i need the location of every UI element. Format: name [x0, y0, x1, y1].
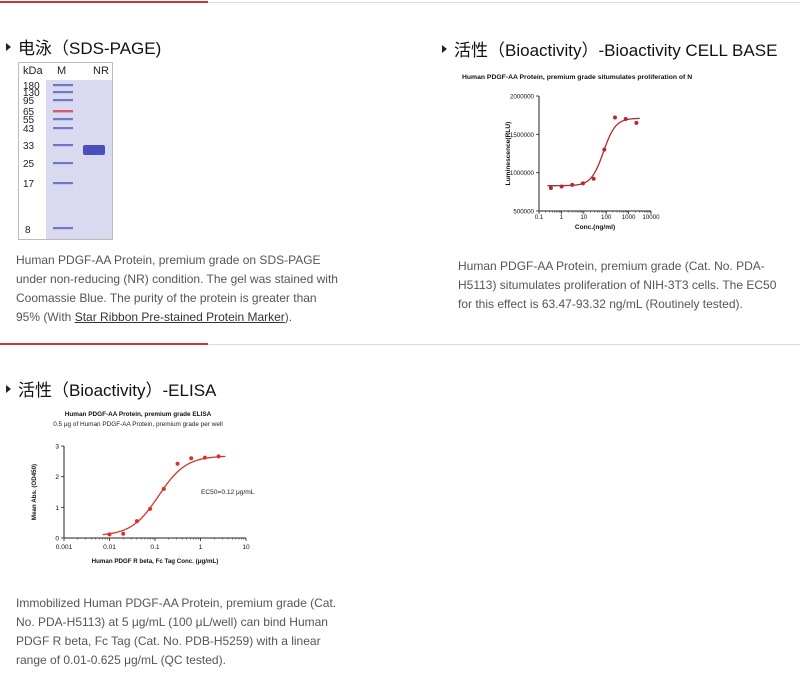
x-tick-label: 0.1 — [150, 544, 159, 551]
data-point — [121, 531, 126, 536]
ladder-band — [53, 84, 73, 87]
x-tick-label: 1000 — [622, 214, 636, 221]
data-point — [559, 184, 564, 189]
data-point — [634, 120, 639, 125]
triangle-bullet-icon — [6, 385, 11, 393]
middle-divider — [0, 343, 800, 345]
chart-title: Human PDGF-AA Protein, premium grade ELI… — [65, 411, 212, 418]
gel-marker-label: 33 — [23, 141, 35, 152]
ladder-band — [53, 110, 73, 113]
data-point — [107, 532, 112, 537]
elisa-description: Immobilized Human PDGF-AA Protein, premi… — [16, 596, 337, 667]
fit-curve — [547, 117, 640, 187]
data-point — [161, 486, 166, 491]
gel-marker-label: 25 — [23, 159, 35, 170]
gel-header-m: M — [57, 65, 66, 77]
data-point — [189, 456, 194, 461]
gel-ladder-lane — [53, 84, 73, 230]
y-tick-label: 0 — [55, 536, 59, 543]
x-axis-label: Human PDGF R beta, Fc Tag Conc. (μg/mL) — [92, 558, 219, 565]
middle-divider-accent — [0, 343, 208, 345]
ladder-band — [53, 118, 73, 121]
y-tick-label: 1000000 — [510, 170, 535, 177]
ladder-band — [53, 127, 73, 130]
data-point — [612, 115, 617, 120]
triangle-bullet-icon — [6, 43, 11, 51]
ladder-band — [53, 162, 73, 165]
cell-base-title: 活性（Bioactivity）-Bioactivity CELL BASE — [442, 36, 777, 61]
x-tick-label: 0.1 — [535, 214, 544, 221]
gel-header-nr: NR — [93, 65, 109, 77]
gel-marker-label: 180 — [23, 81, 40, 92]
y-axis-label: Mean Abs. (OD450) — [31, 464, 38, 520]
gel-marker-label: 43 — [23, 124, 35, 135]
data-point — [175, 461, 180, 466]
x-tick-label: 10 — [580, 214, 587, 221]
x-tick-label: 100 — [601, 214, 612, 221]
data-point — [548, 186, 553, 190]
gel-marker-label: 17 — [23, 179, 35, 190]
sds-page-gel-image: kDa M NR 180 130 95 65 55 43 33 25 17 8 — [18, 62, 113, 240]
top-divider-accent — [0, 1, 208, 3]
elisa-chart: Human PDGF-AA Protein, premium grade ELI… — [31, 411, 255, 565]
gel-header-kda: kDa — [23, 65, 43, 77]
cell-base-description: Human PDGF-AA Protein, premium grade (Ca… — [458, 259, 777, 311]
data-point — [570, 182, 575, 187]
gel-marker-label: 8 — [25, 225, 31, 236]
elisa-title: 活性（Bioactivity）-ELISA — [6, 376, 216, 401]
gel-marker-label: 55 — [23, 115, 35, 126]
y-tick-label: 2 — [55, 474, 59, 481]
x-tick-label: 10000 — [642, 214, 660, 221]
x-tick-label: 0.001 — [56, 544, 73, 551]
x-tick-label: 1 — [199, 544, 203, 551]
x-tick-label: 10 — [242, 544, 250, 551]
data-point — [602, 147, 607, 152]
y-tick-label: 1500000 — [510, 132, 535, 139]
ladder-band — [53, 99, 73, 102]
gel-marker-label: 95 — [23, 96, 35, 107]
data-point — [580, 181, 585, 186]
x-axis-label: Conc.(ng/ml) — [575, 224, 615, 231]
gel-sample-band-nr — [83, 145, 105, 155]
chart-title: Human PDGF-AA Protein, premium grade sit… — [462, 74, 692, 81]
y-tick-label: 500000 — [513, 209, 534, 216]
gel-marker-label: 130 — [23, 88, 40, 99]
top-divider — [0, 1, 800, 3]
y-axis-label: Luminescence(RLU) — [505, 122, 512, 186]
data-point — [623, 117, 628, 121]
ladder-band — [53, 227, 73, 230]
y-tick-label: 3 — [55, 444, 59, 451]
y-tick-label: 1 — [55, 505, 59, 512]
marker-product-link[interactable]: Star Ribbon Pre-stained Protein Marker — [74, 310, 285, 324]
x-tick-label: 1 — [560, 214, 564, 221]
x-tick-label: 0.01 — [103, 544, 116, 551]
gel-marker-label: 65 — [23, 107, 35, 118]
data-point — [134, 519, 139, 524]
triangle-bullet-icon — [442, 45, 447, 53]
y-tick-label: 2000000 — [510, 94, 535, 101]
cell-proliferation-chart: Human PDGF-AA Protein, premium grade sit… — [462, 74, 692, 231]
data-point — [202, 455, 207, 460]
chart-subtitle: 0.5 μg of Human PDGF-AA Protein, premium… — [53, 421, 223, 428]
data-point — [148, 506, 153, 511]
sds-page-description: Human PDGF-AA Protein, premium grade on … — [16, 253, 338, 324]
gel-lane-area — [46, 80, 112, 239]
gel-svg: kDa M NR 180 130 95 65 55 43 33 25 17 8 — [23, 65, 112, 239]
ladder-band — [53, 182, 73, 185]
data-point — [216, 454, 221, 459]
ladder-band — [53, 144, 73, 147]
ec50-annotation: EC50=0.12 μg/mL — [201, 489, 255, 496]
sds-page-title: 电泳（SDS-PAGE) — [6, 34, 161, 59]
data-point — [591, 176, 596, 181]
ladder-band — [53, 91, 73, 94]
